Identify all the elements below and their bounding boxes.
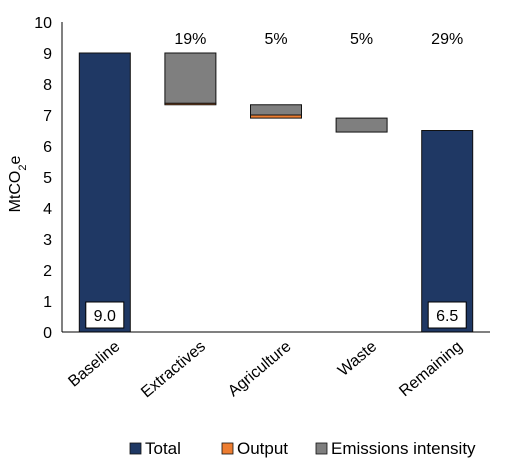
data-label: 9.0 — [94, 308, 116, 325]
x-tick-label: Extractives — [138, 338, 209, 401]
y-axis-label: MtCO2e — [7, 156, 29, 213]
y-tick-label: 8 — [43, 77, 52, 94]
y-tick-label: 4 — [43, 201, 52, 218]
percent-label: 29% — [431, 31, 463, 48]
y-tick-label: 1 — [43, 294, 52, 311]
y-tick-label: 6 — [43, 139, 52, 156]
y-axis-label-base: MtCO — [7, 171, 24, 213]
bar-total-baseline — [78, 52, 131, 333]
percent-label: 5% — [350, 31, 373, 48]
y-axis-label-tail: e — [7, 156, 24, 165]
percent-label: 19% — [174, 31, 206, 48]
percent-labels: 19% 5% 5% 29% — [174, 31, 463, 48]
y-tick-label: 0 — [43, 325, 52, 342]
y-tick-label: 10 — [34, 15, 52, 32]
y-axis-ticks: 0 1 2 3 4 5 6 7 8 9 10 — [34, 15, 52, 342]
percent-label: 5% — [264, 31, 287, 48]
legend-label: Output — [237, 439, 288, 458]
data-label: 6.5 — [436, 308, 458, 325]
y-tick-label: 5 — [43, 170, 52, 187]
x-axis-ticks: Baseline Extractives Agriculture Waste Remai… — [65, 338, 465, 401]
data-label-box — [85, 301, 125, 329]
y-tick-label: 3 — [43, 232, 52, 249]
bar-segment-extractives-emissions-intensity — [164, 52, 217, 104]
svg-text:MtCO2e: MtCO2e — [7, 156, 29, 213]
bars — [78, 52, 474, 333]
legend-swatch — [315, 442, 328, 455]
x-tick-label: Baseline — [65, 338, 123, 391]
axes — [61, 22, 490, 333]
legend-swatch — [221, 442, 234, 455]
x-tick-label: Waste — [335, 338, 380, 380]
y-axis-label-sub: 2 — [17, 165, 29, 171]
bar-segment-waste-emissions-intensity — [335, 117, 388, 133]
x-tick-label: Agriculture — [225, 338, 295, 400]
bar-segment-agriculture-emissions-intensity — [250, 104, 302, 116]
legend-swatch — [129, 442, 142, 455]
data-label-box — [427, 301, 467, 329]
y-tick-label: 7 — [43, 108, 52, 125]
y-tick-label: 2 — [43, 263, 52, 280]
y-tick-label: 9 — [43, 46, 52, 63]
legend-label: Emissions intensity — [331, 439, 476, 458]
x-tick-label: Remaining — [396, 338, 466, 400]
data-labels: 9.0 6.5 — [85, 301, 467, 329]
legend-label: Total — [145, 439, 181, 458]
legend: Total Output Emissions intensity — [129, 439, 476, 458]
